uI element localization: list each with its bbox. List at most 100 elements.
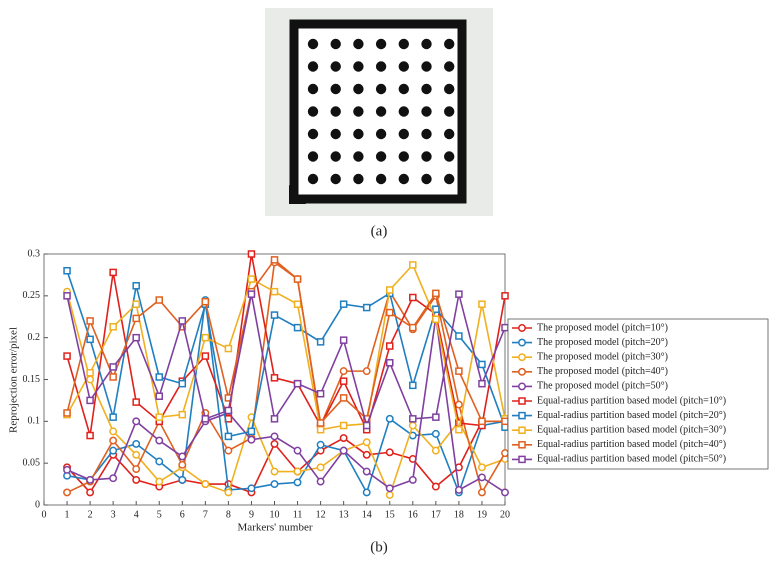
data-marker [501,423,509,431]
x-tick-label: 2 [88,509,93,520]
board-dot [375,38,387,50]
data-marker [224,432,233,441]
data-marker [408,421,417,430]
data-marker [386,342,394,350]
data-marker [454,485,463,494]
data-marker [247,290,256,298]
data-marker [339,434,348,443]
data-marker [478,488,486,497]
board-dot [330,151,341,162]
series-line [66,263,506,431]
board-dot [307,38,319,50]
data-marker [201,415,210,423]
data-marker [86,475,95,484]
x-tick-label: 9 [249,509,254,520]
data-marker [270,439,279,448]
data-marker [386,286,394,294]
data-marker [293,300,302,308]
data-marker [109,427,118,436]
data-marker [86,369,94,377]
board-dot [421,61,432,72]
data-marker [431,429,440,438]
data-marker [386,359,394,367]
data-marker [155,477,164,486]
series-line [66,270,506,438]
data-marker [86,335,94,344]
data-marker [178,460,187,469]
data-marker [432,315,440,324]
data-marker [362,367,371,376]
data-marker [316,425,325,434]
data-marker [362,303,371,312]
board-dot [444,106,455,117]
data-marker [455,332,463,340]
board-dot [421,106,432,117]
board-dot [330,106,341,117]
data-marker [316,419,325,427]
board-dot [398,173,409,185]
board-dot [444,83,455,95]
data-marker [132,314,140,323]
data-marker [455,290,463,298]
data-marker [201,297,210,306]
data-marker [247,484,256,493]
y-tick-label: 0.3 [28,248,41,259]
data-marker [109,373,117,381]
board-dot [421,173,432,185]
y-tick-label: 0 [35,499,40,510]
board-dot [330,173,341,185]
data-marker [339,446,348,455]
legend-label: The proposed model (pitch=10°) [537,322,668,333]
board-dot [398,61,409,72]
board-dot [375,151,387,162]
board-dot [398,128,409,140]
board-dot [375,61,387,72]
legend-label: Equal-radius partition based model (pitc… [537,424,726,435]
y-tick-label: 0.05 [23,457,41,468]
data-marker [385,484,394,493]
data-marker [478,379,486,388]
data-marker [132,300,140,308]
x-tick-label: 10 [270,509,280,520]
board-dot [444,128,455,140]
data-marker [501,449,509,458]
data-marker [431,446,440,455]
y-tick-label: 0.25 [23,290,41,301]
data-marker [432,305,440,313]
data-marker [270,256,279,264]
data-marker [362,421,371,430]
data-marker [86,488,95,497]
x-tick-label: 0 [42,509,47,520]
data-marker [201,352,210,360]
board-dot [353,106,364,117]
panel-label: (b) [370,539,388,555]
x-tick-label: 15 [385,509,395,520]
data-marker [501,323,509,332]
data-marker [408,475,417,484]
board-dot [307,151,319,162]
data-marker [454,400,463,409]
board-dot [421,38,432,50]
board-dot [444,173,455,185]
data-marker [63,409,71,417]
x-tick-label: 16 [408,509,418,520]
y-tick-label: 0.2 [28,332,41,343]
data-marker [201,480,210,489]
legend-label: The proposed model (pitch=50°) [537,381,668,392]
data-marker [293,275,302,283]
data-marker [293,446,302,455]
board-dot [421,83,432,95]
x-tick-label: 8 [226,509,231,520]
data-marker [518,338,526,347]
data-marker [247,435,256,444]
data-marker [178,317,187,325]
board-dot [398,151,409,162]
data-marker [362,488,371,497]
data-marker [432,413,440,421]
data-marker [178,475,187,484]
data-marker [63,488,72,497]
board-dot [353,83,364,95]
board-dot [421,128,432,140]
data-marker [409,293,417,302]
